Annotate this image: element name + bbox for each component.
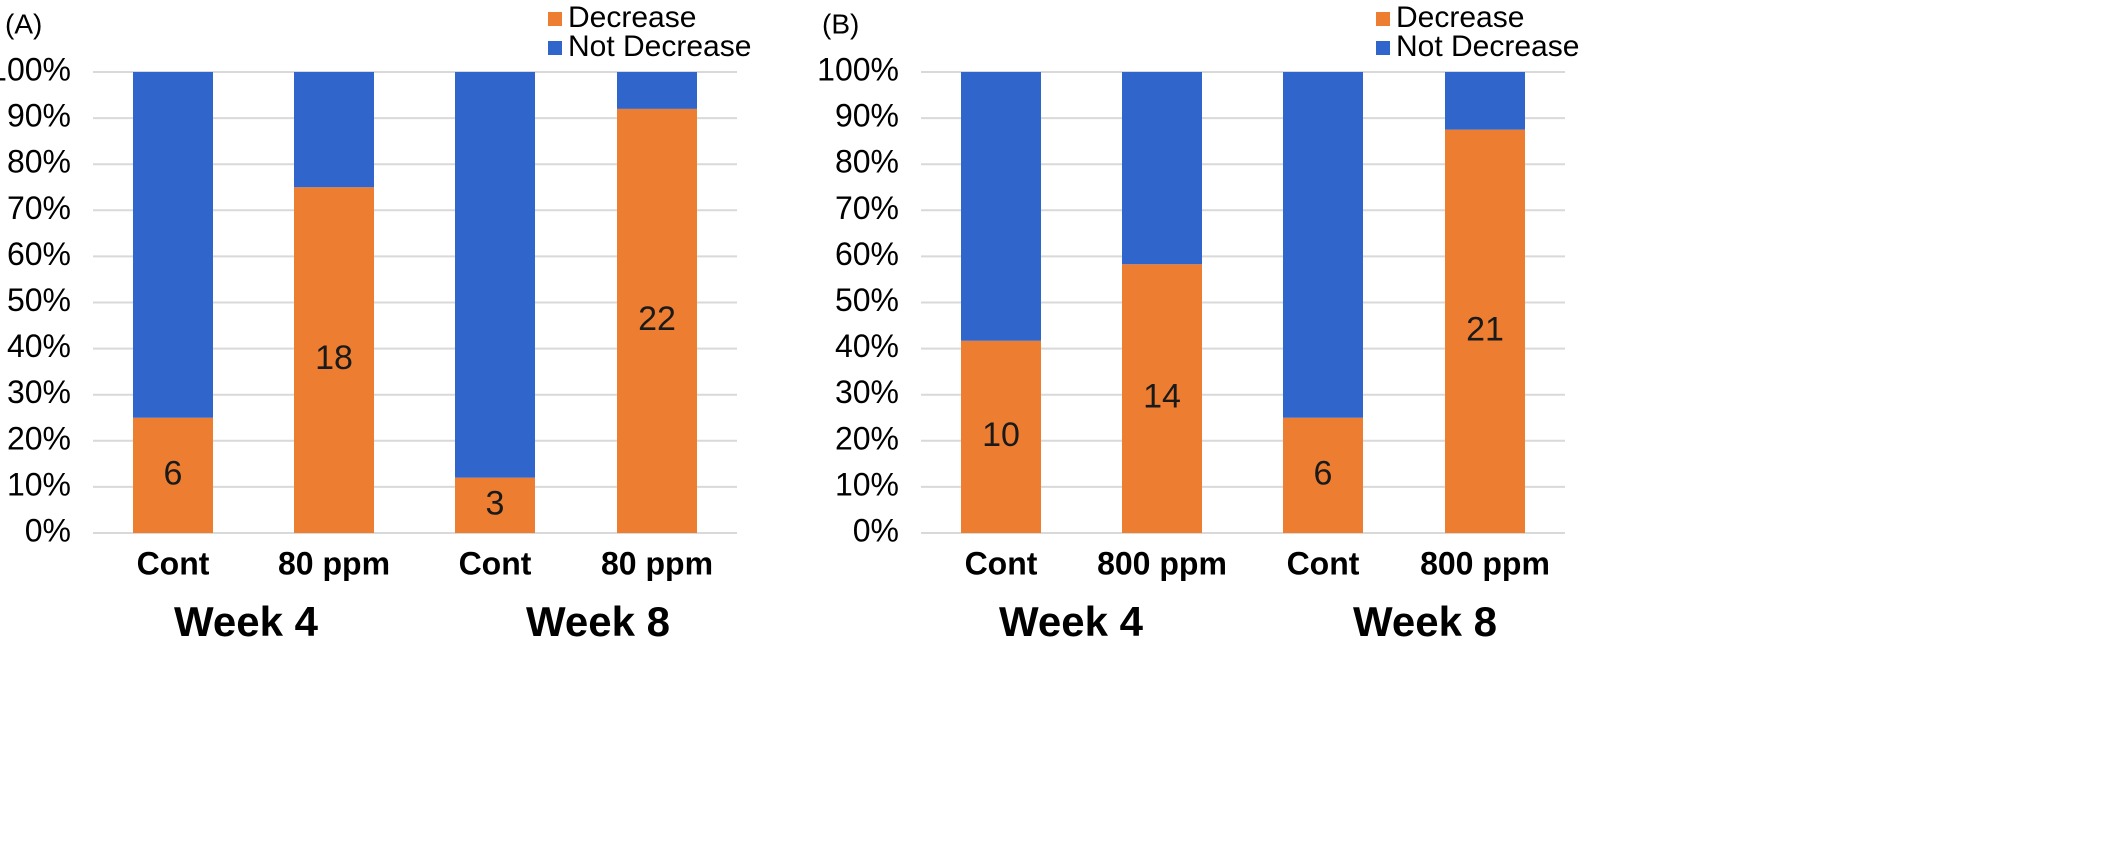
- bar-not-decrease: [617, 72, 697, 109]
- bar-decrease: [961, 340, 1041, 533]
- y-tick-label: 30%: [7, 374, 71, 410]
- y-tick-label: 80%: [835, 144, 899, 180]
- bar-decrease: [1122, 264, 1202, 533]
- bar-decrease: [455, 477, 535, 533]
- x-tick-label: Cont: [965, 545, 1038, 581]
- y-tick-label: 100%: [0, 51, 71, 87]
- y-tick-label: 70%: [7, 190, 71, 226]
- bar-not-decrease: [133, 72, 213, 418]
- y-tick-label: 40%: [7, 328, 71, 364]
- x-tick-label: 800 ppm: [1420, 545, 1550, 581]
- bar-decrease: [1283, 417, 1363, 533]
- chart-panel-a: (A) 0% 10% 20% 30% 40% 50% 60% 70% 80% 90% 100% 6 Con…: [0, 1, 751, 645]
- panel-label: (A): [5, 8, 42, 39]
- bar-not-decrease: [1122, 72, 1202, 265]
- bar-decrease: [1445, 129, 1525, 533]
- legend-label: Decrease: [568, 1, 696, 34]
- y-tick-label: 60%: [7, 236, 71, 272]
- group-label: Week 8: [526, 598, 670, 645]
- data-label: 18: [315, 339, 353, 377]
- y-tick-label: 50%: [835, 282, 899, 318]
- y-tick-label: 20%: [7, 420, 71, 456]
- legend-label: Not Decrease: [1396, 30, 1579, 63]
- data-label: 10: [982, 416, 1020, 454]
- y-tick-label: 0%: [25, 512, 71, 548]
- y-tick-label: 0%: [853, 512, 899, 548]
- x-tick-label: 80 ppm: [601, 545, 713, 581]
- x-tick-label: Cont: [1287, 545, 1360, 581]
- bar-not-decrease: [961, 72, 1041, 341]
- panel-label: (B): [822, 8, 859, 39]
- y-tick-label: 40%: [835, 328, 899, 364]
- bar-not-decrease: [294, 72, 374, 188]
- legend-label: Decrease: [1396, 1, 1524, 34]
- data-label: 6: [1314, 454, 1333, 492]
- y-tick-label: 50%: [7, 282, 71, 318]
- bar-decrease: [617, 108, 697, 533]
- bar-not-decrease: [1445, 72, 1525, 130]
- data-label: 6: [164, 454, 183, 492]
- y-tick-label: 30%: [835, 374, 899, 410]
- legend-swatch-decrease: [548, 12, 562, 26]
- bar-not-decrease: [455, 72, 535, 478]
- data-label: 3: [486, 484, 505, 522]
- group-label: Week 8: [1353, 598, 1497, 645]
- y-tick-label: 90%: [835, 98, 899, 134]
- data-label: 21: [1466, 310, 1504, 348]
- group-label: Week 4: [174, 598, 319, 645]
- data-label: 14: [1143, 378, 1181, 416]
- y-tick-label: 100%: [817, 51, 899, 87]
- x-tick-label: 80 ppm: [278, 545, 390, 581]
- bar-decrease: [133, 417, 213, 533]
- x-tick-label: Cont: [137, 545, 210, 581]
- chart-panel-b: (B) 0% 10% 20% 30% 40% 50% 60% 70% 80% 90% 100% 10 Co…: [817, 1, 1579, 645]
- bar-not-decrease: [1283, 72, 1363, 418]
- y-tick-label: 10%: [7, 466, 71, 502]
- x-tick-label: Cont: [459, 545, 532, 581]
- y-tick-label: 80%: [7, 144, 71, 180]
- bar-decrease: [294, 187, 374, 533]
- y-tick-label: 60%: [835, 236, 899, 272]
- group-label: Week 4: [999, 598, 1144, 645]
- y-tick-label: 10%: [835, 466, 899, 502]
- legend-swatch-not-decrease: [548, 41, 562, 55]
- y-tick-label: 90%: [7, 98, 71, 134]
- legend-label: Not Decrease: [568, 30, 751, 63]
- y-tick-label: 20%: [835, 420, 899, 456]
- y-tick-label: 70%: [835, 190, 899, 226]
- data-label: 22: [638, 300, 676, 338]
- legend-swatch-not-decrease: [1376, 41, 1390, 55]
- legend-swatch-decrease: [1376, 12, 1390, 26]
- x-tick-label: 800 ppm: [1097, 545, 1227, 581]
